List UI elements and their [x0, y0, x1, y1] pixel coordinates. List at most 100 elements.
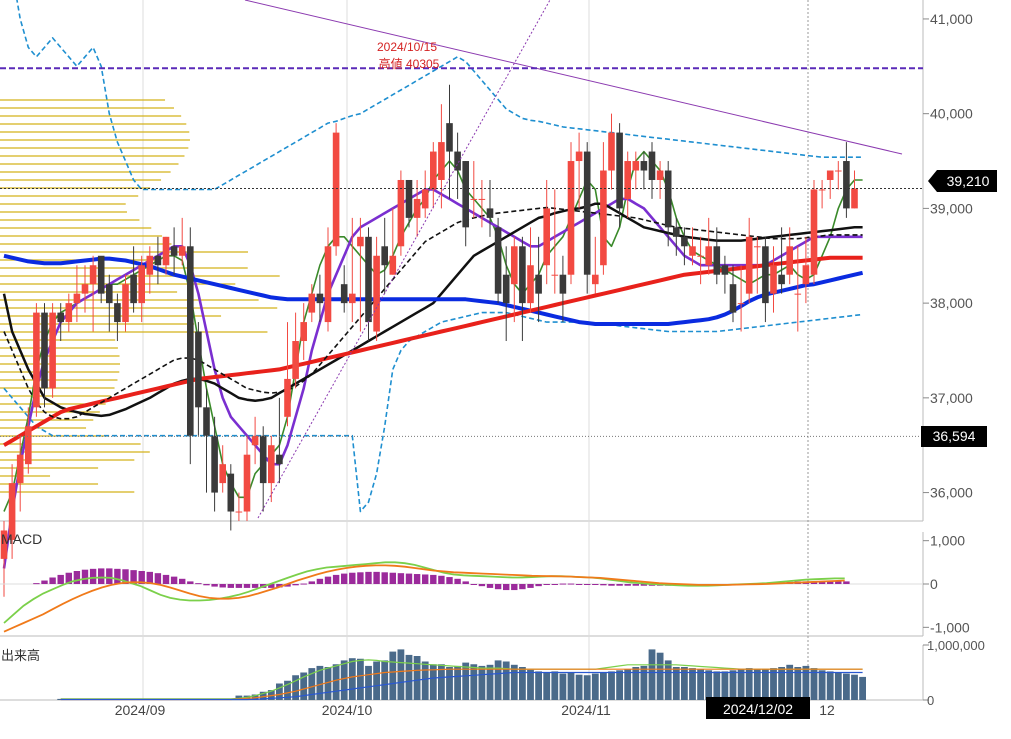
macd-histogram-bar: [89, 568, 97, 584]
candle-body: [632, 161, 640, 171]
macd-histogram-bar: [413, 574, 421, 584]
volume-bar: [843, 673, 850, 700]
candle-body: [340, 284, 348, 304]
candle-body: [65, 303, 73, 323]
resistance-trendline: [244, 0, 903, 155]
macd-histogram-bar: [584, 584, 591, 585]
macd-histogram-bar: [373, 571, 380, 584]
price-tick-label: 41,000: [930, 11, 973, 27]
candle-body: [300, 322, 307, 342]
volume-bar: [543, 672, 551, 700]
x-tick-2024-10: 2024/10: [322, 702, 373, 718]
macd-histogram-bar: [106, 568, 113, 584]
candle-body: [786, 246, 793, 275]
macd-histogram-bar: [114, 568, 121, 584]
macd-histogram-bar: [349, 572, 356, 584]
volume-bar: [462, 662, 470, 700]
volume-bar: [753, 669, 761, 700]
volume-bar: [859, 676, 866, 700]
macd-histogram-bar: [187, 581, 194, 584]
candlesticks: [0, 84, 858, 597]
candle-body: [770, 265, 777, 294]
volume-tick-label: 0: [927, 693, 934, 708]
macd-histogram-bar: [519, 584, 526, 590]
volume-bar: [721, 671, 729, 700]
candle-body: [656, 170, 664, 180]
macd-histogram-bar: [535, 584, 542, 587]
volume-bar: [446, 667, 453, 700]
candle-body: [616, 132, 623, 209]
price-tick-label: 39,000: [930, 200, 973, 216]
volume-bar: [559, 673, 567, 700]
volume-bar: [583, 675, 591, 700]
candle-body: [284, 378, 291, 417]
macd-histogram-bar: [405, 573, 413, 584]
volume-bar: [510, 664, 518, 700]
candle-body: [494, 227, 502, 294]
macd-histogram-bar: [292, 584, 299, 586]
macd-histogram-bar: [454, 578, 461, 584]
volume-bar: [470, 664, 478, 700]
macd-histogram-bar: [616, 584, 623, 586]
macd-histogram-bar: [227, 584, 234, 588]
macd-histogram-bar: [446, 577, 453, 584]
macd-histogram-bar: [308, 581, 315, 584]
volume-bar: [502, 661, 510, 700]
candle-body: [681, 236, 688, 247]
annotation-high: 高値 40305: [379, 56, 440, 71]
volume-title: 出来高: [1, 648, 40, 663]
candle-body: [778, 274, 785, 285]
candle-body: [49, 312, 56, 389]
candle-body: [810, 189, 818, 275]
low-marker-label: 36,594: [933, 428, 976, 444]
volume-bar: [527, 669, 534, 700]
macd-histogram-bar: [81, 569, 89, 584]
macd-histogram-bar: [154, 573, 162, 584]
candle-body: [608, 132, 615, 171]
volume-bar: [381, 660, 389, 700]
volume-bar: [567, 672, 575, 700]
macd-histogram-bar: [268, 584, 275, 588]
macd-histogram-bar: [203, 584, 210, 586]
macd-histogram-bar: [98, 568, 105, 584]
candle-body: [97, 255, 105, 294]
volume-bar: [389, 651, 397, 700]
candle-body: [349, 293, 356, 304]
volume-bar: [591, 673, 599, 700]
macd-axis: 1,000 0 -1,000: [923, 533, 970, 635]
volume-bar: [373, 661, 380, 700]
volume-bar: [397, 649, 405, 700]
candle-body: [41, 312, 48, 389]
price-series-7: [3, 311, 863, 513]
candle-body: [835, 170, 842, 172]
candle-body: [721, 265, 729, 275]
macd-histogram-bar: [162, 574, 170, 584]
candle-body: [745, 236, 753, 294]
volume-bar: [429, 664, 437, 700]
candle-body: [794, 293, 802, 295]
volume-bar: [276, 683, 283, 700]
macd-histogram-bar: [462, 581, 469, 584]
macd-histogram-bar: [251, 584, 259, 588]
macd-histogram-bar: [608, 584, 615, 586]
macd-histogram-bar: [41, 580, 48, 584]
candle-body: [737, 303, 745, 305]
candle-body: [251, 435, 259, 446]
candle-body: [0, 530, 8, 559]
candle-body: [405, 179, 413, 218]
volume-bar: [672, 667, 680, 700]
candle-body: [162, 236, 170, 266]
candle-body: [762, 246, 769, 304]
volume-bar: [308, 668, 316, 700]
macd-histogram-bar: [430, 574, 437, 584]
candle-body: [130, 274, 137, 304]
volume-bar: [535, 671, 542, 700]
candle-body: [170, 246, 178, 256]
candle-body: [276, 454, 283, 465]
price-series-5: [3, 206, 863, 420]
candle-body: [511, 246, 518, 285]
support-trendline: [257, 0, 551, 519]
candle-body: [106, 284, 113, 304]
macd-histogram-bar: [316, 578, 324, 584]
volume-bar: [575, 674, 583, 700]
